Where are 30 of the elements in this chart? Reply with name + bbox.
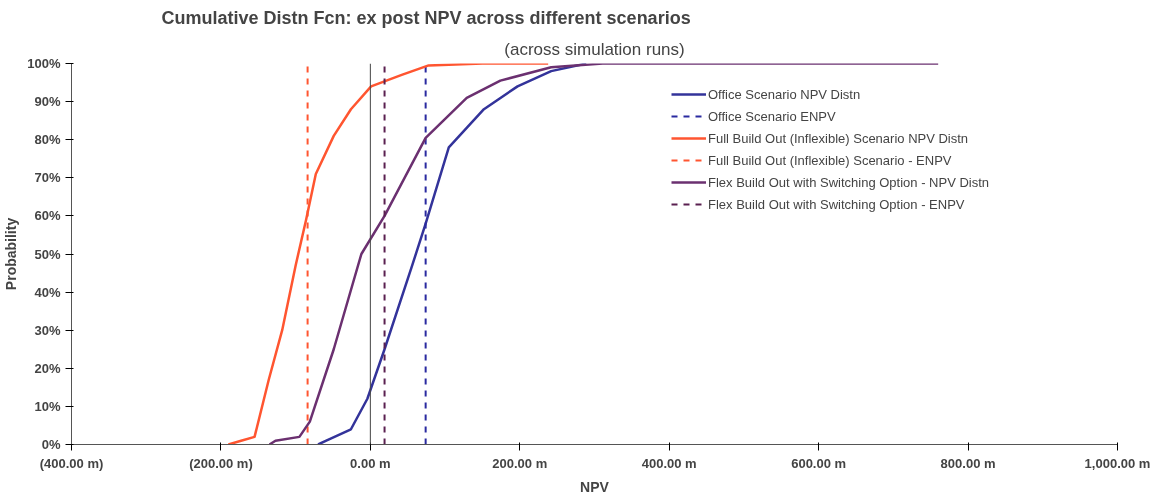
y-tick-label: 80% — [34, 132, 61, 148]
y-tick-label: 40% — [34, 284, 61, 300]
x-tick-label: (400.00 m) — [39, 455, 104, 471]
legend-label: Flex Build Out with Switching Option - NPV Distn — [708, 174, 990, 190]
y-tick-label: 70% — [34, 170, 61, 186]
legend-label: Office Scenario ENPV — [708, 108, 836, 124]
y-tick-label: 10% — [34, 398, 61, 414]
y-tick-label: 0% — [41, 437, 61, 452]
y-tick-label: 90% — [34, 94, 61, 110]
x-axis-title: NPV — [580, 478, 610, 495]
x-tick-label: 0.00 m — [350, 455, 391, 471]
line-series — [227, 63, 550, 445]
x-tick-label: 600.00 m — [791, 455, 847, 471]
legend-label: Office Scenario NPV Distn — [708, 86, 861, 102]
y-tick-label: 100% — [27, 56, 61, 71]
x-tick-label: 400.00 m — [641, 455, 697, 471]
legend-label: Full Build Out (Inflexible) Scenario NPV Distn — [708, 130, 969, 146]
x-tick-label: (200.00 m) — [189, 455, 253, 471]
y-tick-label: 50% — [34, 246, 61, 262]
x-tick-label: 800.00 m — [940, 455, 996, 471]
chart-title: Cumulative Distn Fcn: ex post NPV across different scenarios — [161, 7, 691, 28]
y-axis-title: Probability — [3, 217, 20, 291]
x-tick-label: 1,000.00 m — [1084, 455, 1151, 471]
y-tick-label: 60% — [34, 208, 61, 224]
legend-label: Flex Build Out with Switching Option - ENPV — [708, 196, 965, 212]
legend-label: Full Build Out (Inflexible) Scenario - ENPV — [708, 152, 952, 168]
y-tick-label: 30% — [34, 322, 61, 338]
chart-subtitle: (across simulation runs) — [504, 39, 685, 59]
y-tick-label: 20% — [34, 360, 61, 376]
x-tick-label: 200.00 m — [492, 455, 548, 471]
